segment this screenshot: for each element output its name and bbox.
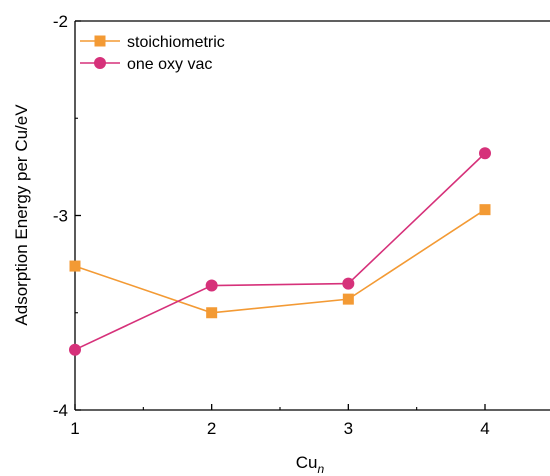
y-tick-label: -4	[53, 401, 68, 420]
data-point	[69, 343, 81, 356]
data-point	[69, 260, 81, 272]
legend-swatch-marker	[94, 57, 106, 69]
y-axis-title: Adsorption Energy per Cu/eV	[12, 104, 31, 326]
y-tick-label: -2	[53, 12, 68, 31]
x-axis-title: Cun	[296, 453, 325, 476]
x-tick-label: 3	[344, 419, 353, 438]
legend-item: stoichiometric	[80, 34, 225, 51]
legend: stoichiometric one oxy vac	[80, 34, 225, 73]
data-point	[206, 307, 218, 319]
legend-swatch-marker	[94, 35, 106, 47]
y-tick-label: -3	[53, 207, 68, 226]
data-point	[479, 147, 491, 160]
x-tick-label: 1	[70, 419, 79, 438]
x-tick-label: 4	[480, 419, 489, 438]
series-line	[74, 152, 486, 351]
legend-label: stoichiometric	[127, 34, 225, 51]
x-axis-title-main: Cu	[296, 453, 318, 472]
axes: -2 -3 -41 2 3 4	[53, 12, 550, 438]
data-point	[342, 293, 354, 305]
legend-item: one oxy vac	[80, 56, 212, 73]
series-line	[74, 208, 486, 314]
series-layer	[69, 147, 491, 356]
x-axis-title-subscript: n	[318, 462, 325, 476]
series-2	[69, 147, 491, 356]
data-point	[342, 277, 355, 290]
data-point	[205, 279, 218, 292]
legend-label: one oxy vac	[127, 56, 212, 73]
data-point	[479, 204, 491, 216]
series-1	[69, 204, 491, 319]
x-tick-label: 2	[207, 419, 216, 438]
